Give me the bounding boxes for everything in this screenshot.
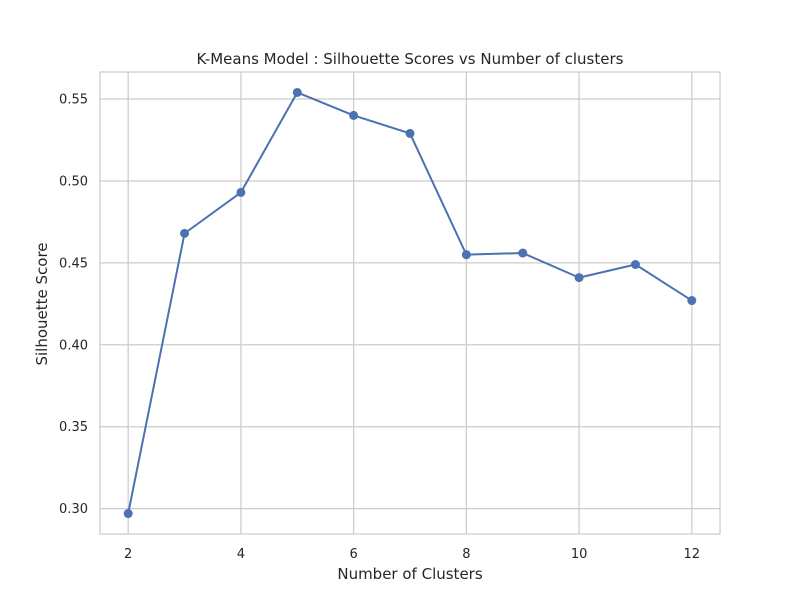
chart-title: K-Means Model : Silhouette Scores vs Num… xyxy=(197,50,624,68)
data-point xyxy=(236,187,246,197)
data-point xyxy=(574,273,584,283)
x-tick-label: 8 xyxy=(462,547,470,562)
series-layer xyxy=(123,87,697,519)
x-tick-label: 2 xyxy=(124,547,132,562)
x-tick-labels: 2 4 6 8 10 12 xyxy=(124,547,700,562)
y-tick-labels: 0.30 0.35 0.40 0.45 0.50 0.55 xyxy=(59,93,88,518)
x-tick-label: 12 xyxy=(684,547,701,562)
y-tick-label: 0.30 xyxy=(59,502,88,517)
y-tick-label: 0.55 xyxy=(59,93,88,108)
data-point xyxy=(123,509,133,519)
plot-frame xyxy=(99,71,721,535)
data-point xyxy=(461,250,471,260)
y-tick-label: 0.40 xyxy=(59,338,88,353)
data-point xyxy=(687,296,697,306)
x-tick-label: 4 xyxy=(237,547,245,562)
y-tick-label: 0.50 xyxy=(59,174,88,189)
data-point xyxy=(405,128,415,138)
data-point xyxy=(630,260,640,269)
x-axis-label: Number of Clusters xyxy=(337,565,482,583)
data-point xyxy=(292,87,302,97)
data-point xyxy=(518,248,528,258)
x-tick-label: 10 xyxy=(571,547,588,562)
y-tick-label: 0.45 xyxy=(59,256,88,271)
y-axis-label: Silhouette Score xyxy=(33,242,51,365)
data-point xyxy=(180,228,190,238)
y-tick-label: 0.35 xyxy=(59,420,88,435)
x-tick-label: 6 xyxy=(349,547,357,562)
data-point xyxy=(349,110,359,120)
